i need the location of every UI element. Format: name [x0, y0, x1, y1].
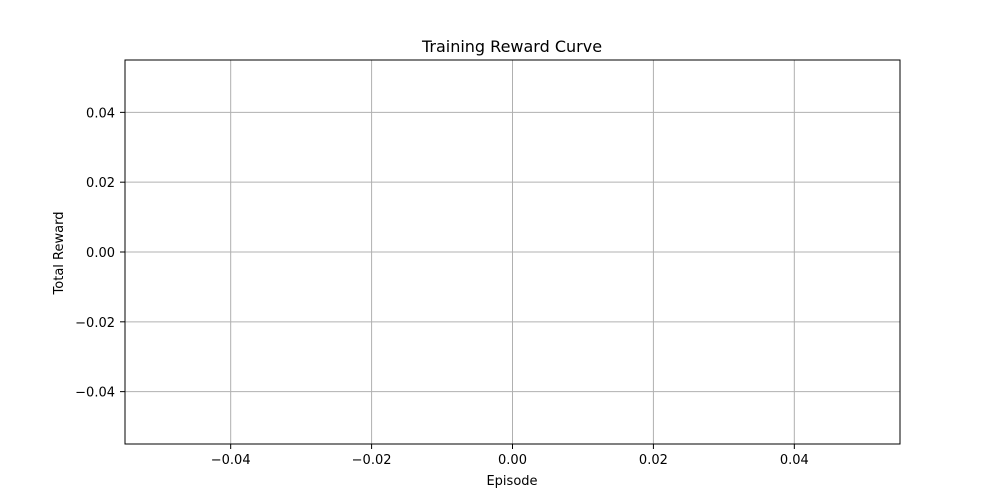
y-axis-ticks: −0.04 −0.02 0.00 0.02 0.04: [75, 106, 125, 401]
grid-layer: [125, 60, 900, 444]
x-tick-label: −0.02: [352, 453, 392, 468]
x-tick-label: 0.00: [498, 453, 527, 468]
x-tick-label: −0.04: [211, 453, 251, 468]
x-tick-label: 0.02: [639, 453, 668, 468]
y-tick-label: 0.02: [86, 176, 115, 191]
x-tick-label: 0.04: [780, 453, 809, 468]
y-tick-label: −0.02: [75, 316, 115, 331]
chart-title: Training Reward Curve: [421, 37, 602, 56]
x-axis-label: Episode: [486, 474, 537, 489]
y-tick-label: 0.04: [86, 106, 115, 121]
x-axis-ticks: −0.04 −0.02 0.00 0.02 0.04: [211, 444, 809, 468]
y-tick-label: 0.00: [86, 246, 115, 261]
y-axis-label: Total Reward: [52, 212, 67, 296]
y-tick-label: −0.04: [75, 386, 115, 401]
